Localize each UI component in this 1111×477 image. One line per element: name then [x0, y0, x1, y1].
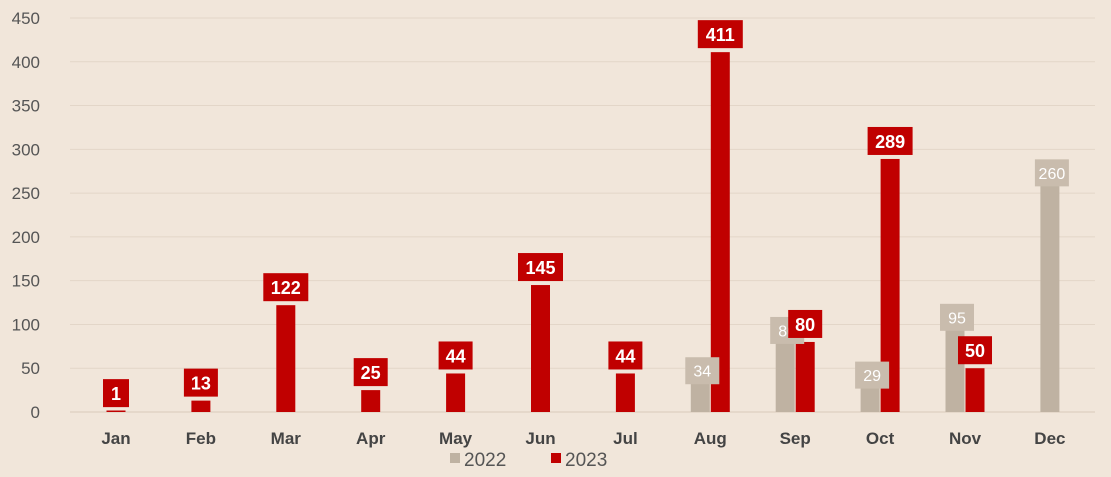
data-label-bg-2022	[855, 361, 890, 389]
data-label-bg-2023	[867, 126, 913, 155]
data-label-2022-nov: 95	[948, 310, 966, 327]
data-label-2023-may: 44	[446, 346, 466, 366]
bar-2022-aug	[690, 382, 710, 412]
data-label-bg-2023	[608, 341, 643, 370]
y-tick-label: 300	[12, 140, 40, 159]
x-tick-label: May	[439, 429, 473, 448]
y-tick-label: 150	[12, 272, 40, 291]
x-tick-label: Oct	[866, 429, 895, 448]
data-label-2023-nov: 50	[965, 341, 985, 361]
gridlines	[70, 17, 1095, 369]
x-tick-label: Jan	[101, 429, 130, 448]
bar-2023-oct	[880, 158, 900, 412]
bar-2023-mar	[276, 305, 296, 412]
bar-2023-jan	[106, 410, 126, 412]
data-label-2023-aug: 411	[706, 25, 735, 45]
data-label-2023-jun: 145	[525, 258, 555, 278]
x-tick-label: Jul	[613, 429, 638, 448]
data-label-bg-2023	[353, 358, 388, 387]
y-tick-label: 0	[31, 403, 40, 422]
data-label-bg-2023	[788, 309, 823, 338]
data-label-2023-sep: 80	[795, 315, 815, 335]
bar-2023-sep	[795, 341, 815, 412]
bar-2023-apr	[361, 390, 381, 412]
data-label-2023-feb: 13	[191, 374, 211, 394]
bar-2023-may	[446, 373, 466, 412]
legend-label-2022: 2022	[464, 450, 506, 471]
data-label-bg-2022	[1034, 159, 1069, 187]
bar-2023-jun	[531, 285, 550, 412]
data-label-bg-2023	[183, 368, 218, 397]
bars	[106, 52, 1060, 412]
data-label-2022-aug: 34	[693, 364, 711, 381]
data-label-bg-2022	[685, 357, 720, 385]
y-tick-label: 100	[12, 315, 40, 334]
y-tick-label: 450	[12, 9, 40, 28]
data-label-bg-2023	[518, 253, 563, 282]
legend-swatch-2022	[450, 453, 460, 463]
x-tick-label: Mar	[271, 429, 302, 448]
x-axis: Jan Feb Mar Apr May Jun Jul Aug Sep Oct Nov Dec	[101, 429, 1065, 448]
y-tick-label: 200	[12, 228, 40, 247]
y-tick-label: 400	[12, 53, 40, 72]
x-tick-label: Apr	[356, 429, 386, 448]
data-label-2023-oct: 289	[875, 132, 905, 152]
bar-2022-dec	[1040, 184, 1060, 412]
data-label-2023-jul: 44	[615, 346, 635, 366]
bar-2023-nov	[965, 368, 985, 412]
legend-swatch-2023	[551, 453, 561, 463]
bar-2022-oct	[860, 386, 880, 412]
x-tick-label: Jun	[525, 429, 555, 448]
legend: 2022 2023	[450, 450, 607, 471]
data-label-2023-mar: 122	[271, 278, 301, 298]
bar-2022-sep	[775, 341, 795, 412]
data-label-bg-2023	[438, 341, 473, 370]
data-label-2022-dec: 260	[1039, 166, 1066, 183]
data-label-bg-2023	[103, 379, 129, 408]
data-label-2022-oct: 29	[863, 368, 881, 385]
data-label-bg-2023	[958, 336, 992, 365]
data-label-2023-apr: 25	[361, 363, 381, 383]
y-axis: 0 50 100 150 200 250 300 350 400 450	[12, 9, 40, 422]
data-label-bg-2022	[940, 303, 974, 331]
x-tick-label: Nov	[949, 429, 982, 448]
y-tick-label: 350	[12, 97, 40, 116]
y-tick-label: 50	[21, 359, 40, 378]
x-tick-label: Sep	[780, 429, 811, 448]
x-tick-label: Feb	[186, 429, 216, 448]
y-tick-label: 250	[12, 184, 40, 203]
data-label-bg-2023	[697, 20, 743, 49]
x-tick-label: Aug	[694, 429, 727, 448]
x-tick-label: Dec	[1034, 429, 1065, 448]
bar-2023-feb	[191, 400, 211, 412]
bar-2023-aug	[710, 52, 730, 412]
bar-2023-jul	[615, 373, 635, 412]
data-label-bg-2023	[263, 273, 309, 302]
data-label-2023-jan: 1	[111, 384, 121, 404]
legend-label-2023: 2023	[565, 450, 607, 471]
